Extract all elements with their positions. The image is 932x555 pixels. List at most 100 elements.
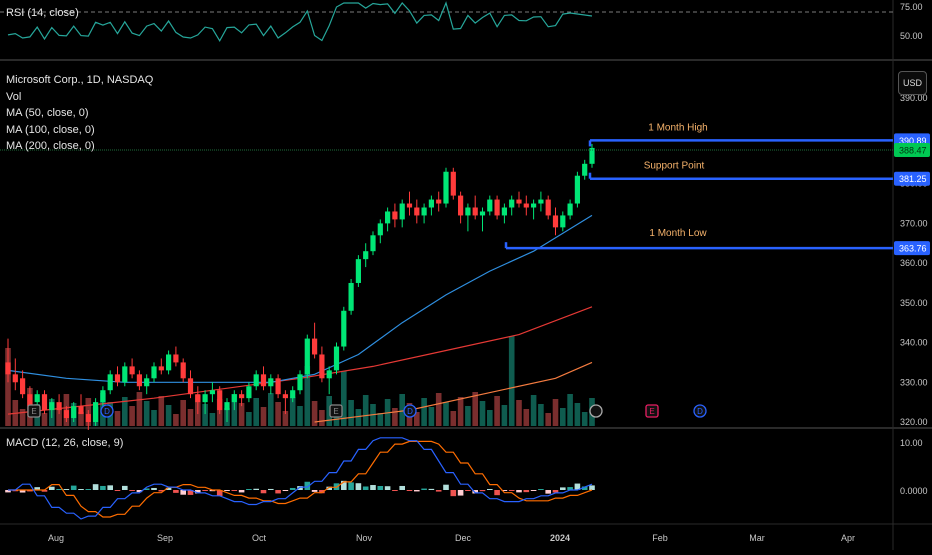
candle-body xyxy=(217,390,223,411)
month-high-label: 1 Month High xyxy=(648,122,707,133)
volume-bar xyxy=(341,371,347,426)
rsi-tick: 75.00 xyxy=(900,2,923,12)
vol-legend[interactable]: Vol xyxy=(6,91,22,103)
macd-histogram-bar xyxy=(260,490,267,494)
volume-bar xyxy=(151,410,157,426)
volume-bar xyxy=(122,397,128,426)
volume-bar xyxy=(158,396,165,426)
candle-body xyxy=(282,394,288,399)
rsi-legend[interactable]: RSI (14, close) xyxy=(6,7,79,19)
volume-bar xyxy=(574,403,581,426)
candle-body xyxy=(531,203,537,208)
volume-bar xyxy=(348,400,354,426)
macd-histogram-bar xyxy=(275,490,281,494)
volume-bar xyxy=(275,402,281,426)
price-tick: 370.00 xyxy=(900,218,928,228)
volume-bar xyxy=(567,394,573,426)
volume-bar xyxy=(136,392,143,426)
candle-body xyxy=(5,362,11,375)
x-axis-label: Dec xyxy=(455,533,472,543)
volume-bar xyxy=(165,405,172,426)
volume-bar xyxy=(560,408,566,426)
earnings-marker-letter: E xyxy=(649,407,654,416)
candle-body xyxy=(370,235,376,252)
earnings-marker xyxy=(645,404,659,418)
rsi-line xyxy=(7,1,593,42)
macd-histogram-bar xyxy=(173,490,179,493)
macd-legend[interactable]: MACD (12, 26, close, 9) xyxy=(6,437,124,449)
candle-body xyxy=(589,147,595,164)
macd-histogram-bar xyxy=(19,490,26,493)
macd-histogram-bar xyxy=(187,490,194,495)
volume-bar xyxy=(494,396,500,426)
candle-body xyxy=(355,259,361,283)
ma50-legend[interactable]: MA (50, close, 0) xyxy=(6,107,89,119)
macd-histogram-bar xyxy=(129,490,135,491)
macd-histogram-bar xyxy=(122,485,128,490)
volume-bar xyxy=(143,401,150,426)
earnings-upcoming-icon xyxy=(589,404,603,418)
candle-body xyxy=(304,338,310,375)
volume-bar xyxy=(180,400,186,426)
x-axis-label: Mar xyxy=(749,533,765,543)
macd-histogram-bar xyxy=(567,487,573,490)
macd-histogram-bar xyxy=(552,490,559,493)
macd-histogram-bar xyxy=(151,487,157,490)
macd-histogram-bar xyxy=(63,489,70,490)
macd-histogram-bar xyxy=(545,490,551,494)
volume-bar xyxy=(202,404,208,426)
ma100-legend[interactable]: MA (100, close, 0) xyxy=(6,124,95,136)
volume-bar xyxy=(129,406,135,426)
candle-body xyxy=(399,203,405,220)
volume-bar xyxy=(311,401,318,426)
volume-bar xyxy=(450,411,457,426)
macd-histogram-bar xyxy=(231,490,238,491)
candle-body xyxy=(574,175,580,204)
volume-bar xyxy=(472,392,478,426)
macd-histogram-bar xyxy=(70,485,77,490)
volume-bar xyxy=(326,396,332,426)
candle-body xyxy=(275,378,281,395)
volume-bar xyxy=(362,395,369,426)
macd-histogram-bar xyxy=(27,490,33,492)
candle-body xyxy=(202,394,208,403)
macd-histogram-bar xyxy=(465,490,471,491)
candle-body xyxy=(516,199,522,204)
symbol-title[interactable]: Microsoft Corp., 1D, NASDAQ xyxy=(6,74,154,86)
currency-button[interactable]: USD xyxy=(898,71,927,95)
ma200-legend[interactable]: MA (200, close, 0) xyxy=(6,140,95,152)
macd-tick: 0.0000 xyxy=(900,486,928,496)
candle-body xyxy=(545,199,551,216)
macd-histogram-bar xyxy=(216,490,223,496)
candle-body xyxy=(166,354,172,371)
candle-body xyxy=(246,386,252,399)
volume-bar xyxy=(355,409,362,426)
candle-body xyxy=(20,378,26,395)
macd-histogram-bar xyxy=(78,489,84,490)
macd-histogram-bar xyxy=(384,486,391,490)
price-tick: 360.00 xyxy=(900,258,928,268)
macd-histogram-bar xyxy=(457,490,464,496)
candle-body xyxy=(27,394,33,407)
macd-histogram-bar xyxy=(326,486,332,490)
macd-histogram-bar xyxy=(428,488,435,490)
candle-body xyxy=(136,374,142,387)
candle-body xyxy=(49,402,55,411)
earnings-marker-letter: E xyxy=(333,407,338,416)
volume-bar xyxy=(421,398,427,426)
candle-body xyxy=(341,310,347,347)
macd-histogram-bar xyxy=(399,485,405,490)
candle-body xyxy=(436,199,442,204)
candle-body xyxy=(100,390,106,403)
macd-histogram-bar xyxy=(472,490,478,494)
volume-bar xyxy=(508,336,515,426)
volume-bar xyxy=(41,413,48,426)
candle-body xyxy=(253,374,259,387)
volume-bar xyxy=(414,412,420,426)
macd-histogram-bar xyxy=(377,486,384,490)
volume-bar xyxy=(268,393,274,426)
macd-histogram-bar xyxy=(530,490,537,491)
price-tag-last-bg xyxy=(894,143,930,158)
macd-histogram-bar xyxy=(49,486,55,490)
